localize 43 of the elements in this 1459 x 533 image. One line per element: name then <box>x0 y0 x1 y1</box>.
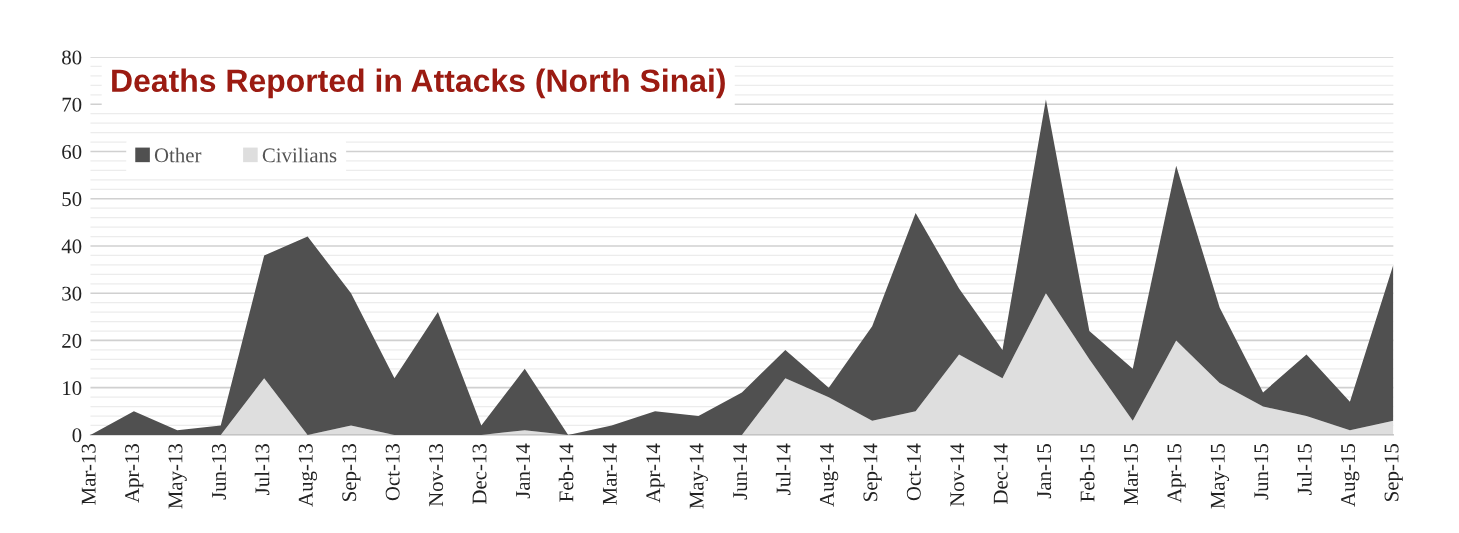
x-tick-label: Jun-15 <box>1254 444 1269 500</box>
y-tick-label: 10 <box>63 381 82 396</box>
y-tick-label: 20 <box>62 333 82 348</box>
chart-title: Deaths Reported in Attacks (North Sinai) <box>112 68 725 99</box>
x-tick-label: Mar-13 <box>81 444 96 505</box>
x-tick-label: Sep-13 <box>342 444 361 501</box>
x-tick-label: Sep-14 <box>863 443 882 501</box>
y-tick-label: 40 <box>61 239 82 254</box>
x-tick-label: Jan-14 <box>516 443 530 499</box>
y-tick-label: 30 <box>62 286 82 301</box>
x-tick-label: Nov-13 <box>429 444 444 507</box>
x-tick-label: Nov-14 <box>950 443 965 507</box>
x-tick-label: Aug-15 <box>1341 444 1360 507</box>
x-tick-label: Jul-15 <box>1297 444 1312 495</box>
legend-label: Other <box>154 147 202 163</box>
x-tick-label: Apr-13 <box>125 444 144 503</box>
x-tick-label: Apr-15 <box>1167 444 1186 503</box>
y-tick-label: 50 <box>62 192 82 207</box>
x-tick-label: May-14 <box>689 443 708 509</box>
x-tick-label: Jul-14 <box>775 443 791 495</box>
x-tick-label: Mar-15 <box>1124 444 1138 505</box>
y-tick-label: 80 <box>62 50 82 65</box>
x-tick-label: Mar-14 <box>602 443 617 505</box>
x-tick-label: Feb-15 <box>1079 444 1095 502</box>
x-tick-label: Apr-14 <box>646 443 665 503</box>
y-tick-label: 60 <box>62 144 82 159</box>
x-tick-label: Jun-14 <box>733 443 748 500</box>
x-tick-label: May-15 <box>1210 444 1230 509</box>
x-tick-label: Jul-13 <box>254 444 270 495</box>
x-tick-label: May-13 <box>168 444 187 509</box>
x-tick-label: Feb-14 <box>558 443 574 502</box>
x-tick-label: Aug-13 <box>298 444 318 507</box>
x-tick-label: Jun-13 <box>211 444 226 500</box>
x-tick-label: Oct-14 <box>906 443 921 501</box>
x-tick-label: Dec-13 <box>472 444 487 504</box>
x-tick-label: Dec-14 <box>993 443 1008 504</box>
x-tick-label: Aug-14 <box>819 443 839 507</box>
y-tick-label: 0 <box>72 428 82 443</box>
x-tick-label: Jan-15 <box>1037 444 1052 499</box>
legend-label: Civilians <box>262 147 337 163</box>
x-tick-label: Sep-15 <box>1384 444 1403 501</box>
x-tick-label: Oct-13 <box>385 444 400 501</box>
y-tick-label: 70 <box>62 97 82 112</box>
